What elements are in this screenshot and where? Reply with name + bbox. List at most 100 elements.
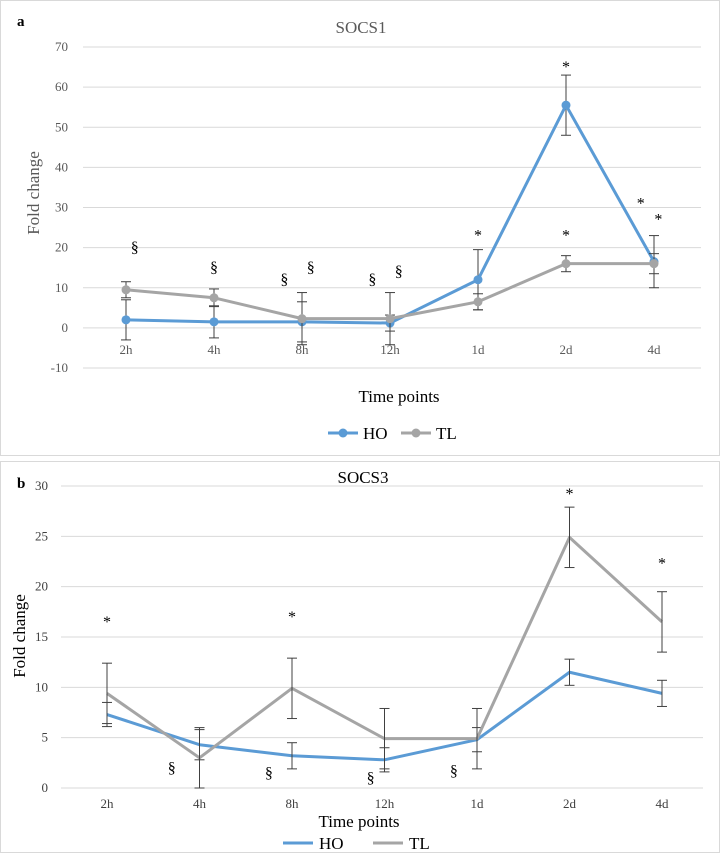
- y-tick-label-a: 60: [55, 79, 68, 94]
- series-b: [102, 506, 667, 789]
- data-point-tl-a: [209, 293, 219, 303]
- chart-a-svg: a SOCS1 Fold change Time points -10 0 10 20…: [17, 14, 701, 443]
- significance-asterisk: *: [474, 228, 482, 245]
- gridlines-a: [83, 46, 701, 369]
- data-point-ho-a: [121, 315, 131, 325]
- significance-asterisk: *: [288, 609, 296, 626]
- y-tick-label-a: 20: [55, 240, 68, 255]
- y-axis-label-a: Fold change: [24, 151, 43, 235]
- y-tick-label-b: 25: [35, 528, 48, 543]
- error-bar-ho-b: [564, 658, 575, 686]
- significance-section-mark: §: [395, 264, 403, 281]
- legend-label-tl-a: TL: [436, 424, 457, 443]
- y-axis-label-b: Fold change: [10, 594, 29, 678]
- x-tick-label-a: 2d: [560, 342, 574, 357]
- error-bar-tl-b: [564, 506, 575, 569]
- legend-label-ho-a: HO: [363, 424, 388, 443]
- y-tick-label-b: 0: [42, 780, 49, 795]
- x-tick-label-b: 4h: [193, 796, 207, 811]
- significance-section-mark: §: [265, 765, 273, 782]
- y-tick-label-b: 15: [35, 629, 48, 644]
- x-tick-label-a: 1d: [472, 342, 486, 357]
- significance-section-mark: §: [307, 260, 315, 277]
- x-tick-labels-b: 2h 4h 8h 12h 1d 2d 4d: [101, 796, 670, 811]
- data-point-tl-a: [561, 259, 571, 269]
- significance-asterisk: *: [566, 486, 574, 503]
- y-tick-label-a: 0: [62, 320, 69, 335]
- data-point-tl-a: [473, 297, 483, 307]
- data-point-ho-a: [209, 317, 219, 327]
- gridlines-b: [61, 485, 703, 789]
- annotations-a: § § § § § § * * * * *: [131, 59, 663, 289]
- y-tick-labels-a: -10 0 10 20 30 40 50 60 70: [51, 39, 68, 375]
- significance-asterisk: *: [658, 556, 666, 573]
- legend-label-tl-b: TL: [409, 834, 430, 853]
- legend-marker-ho-a: [338, 428, 348, 438]
- legend-a: HO TL: [328, 424, 457, 443]
- x-tick-label-a: 4h: [208, 342, 222, 357]
- y-tick-label-a: 40: [55, 159, 68, 174]
- significance-section-mark: §: [368, 272, 376, 289]
- x-tick-label-b: 8h: [286, 796, 300, 811]
- x-tick-labels-a: 2h 4h 8h 12h 1d 2d 4d: [120, 342, 662, 357]
- significance-section-mark: §: [131, 240, 139, 257]
- y-tick-label-a: 50: [55, 119, 68, 134]
- x-tick-label-a: 12h: [380, 342, 400, 357]
- x-tick-label-a: 4d: [648, 342, 662, 357]
- significance-section-mark: §: [367, 770, 375, 787]
- chart-title-a: SOCS1: [335, 18, 386, 37]
- x-tick-label-b: 4d: [656, 796, 670, 811]
- chart-panel-b: b SOCS3 Fold change 0 5 10 15 20 25 30 2h 4h 8h 1…: [0, 461, 720, 853]
- significance-asterisk: *: [562, 59, 570, 76]
- series-a: [121, 74, 659, 346]
- data-point-ho-a: [561, 100, 571, 110]
- data-point-tl-a: [121, 285, 131, 295]
- y-tick-label-b: 30: [35, 478, 48, 493]
- panel-letter-b: b: [17, 476, 25, 492]
- y-tick-label-a: -10: [51, 360, 68, 375]
- legend-label-ho-b: HO: [319, 834, 344, 853]
- x-tick-label-b: 1d: [471, 796, 485, 811]
- chart-title-b: SOCS3: [337, 468, 388, 487]
- significance-asterisk: *: [637, 195, 645, 212]
- series-line-ho-a: [125, 103, 656, 325]
- y-tick-label-b: 5: [42, 730, 49, 745]
- significance-section-mark: §: [450, 763, 458, 780]
- panel-letter-a: a: [17, 14, 25, 30]
- error-bar-ho-b: [287, 742, 297, 770]
- significance-section-mark: §: [280, 272, 288, 289]
- y-tick-label-a: 10: [55, 280, 68, 295]
- legend-b: HO TL: [283, 834, 430, 853]
- significance-section-mark: §: [210, 260, 218, 277]
- x-axis-label-b: Time points: [318, 812, 399, 831]
- x-axis-label-a: Time points: [358, 387, 439, 406]
- significance-asterisk: *: [103, 614, 111, 631]
- data-point-tl-a: [649, 259, 659, 269]
- x-tick-label-b: 12h: [375, 796, 395, 811]
- data-point-tl-a: [297, 314, 307, 324]
- annotations-b: * § * § § § * *: [103, 486, 666, 787]
- significance-asterisk: *: [562, 228, 570, 245]
- chart-b-svg: b SOCS3 Fold change 0 5 10 15 20 25 30 2h 4h 8h 1…: [10, 468, 703, 853]
- significance-asterisk: *: [654, 212, 662, 229]
- x-tick-label-b: 2h: [101, 796, 115, 811]
- error-bar-tl-b: [194, 727, 205, 789]
- y-tick-label-a: 70: [55, 39, 68, 54]
- x-tick-label-b: 2d: [563, 796, 577, 811]
- data-point-tl-a: [385, 314, 395, 324]
- error-bar-tl-b: [102, 662, 112, 725]
- x-tick-label-a: 8h: [296, 342, 310, 357]
- error-bar-ho-b: [657, 679, 667, 707]
- y-tick-label-b: 10: [35, 679, 48, 694]
- y-tick-label-b: 20: [35, 579, 48, 594]
- chart-panel-a: a SOCS1 Fold change Time points -10 0 10 20…: [0, 0, 720, 456]
- error-bar-tl-b: [287, 657, 297, 720]
- error-bar-tl-b: [379, 707, 390, 770]
- error-bar-tl-b: [657, 591, 667, 653]
- data-point-ho-a: [473, 275, 483, 285]
- x-tick-label-a: 2h: [120, 342, 134, 357]
- legend-marker-tl-a: [411, 428, 421, 438]
- y-tick-labels-b: 0 5 10 15 20 25 30: [35, 478, 48, 795]
- y-tick-label-a: 30: [55, 200, 68, 215]
- significance-section-mark: §: [168, 760, 176, 777]
